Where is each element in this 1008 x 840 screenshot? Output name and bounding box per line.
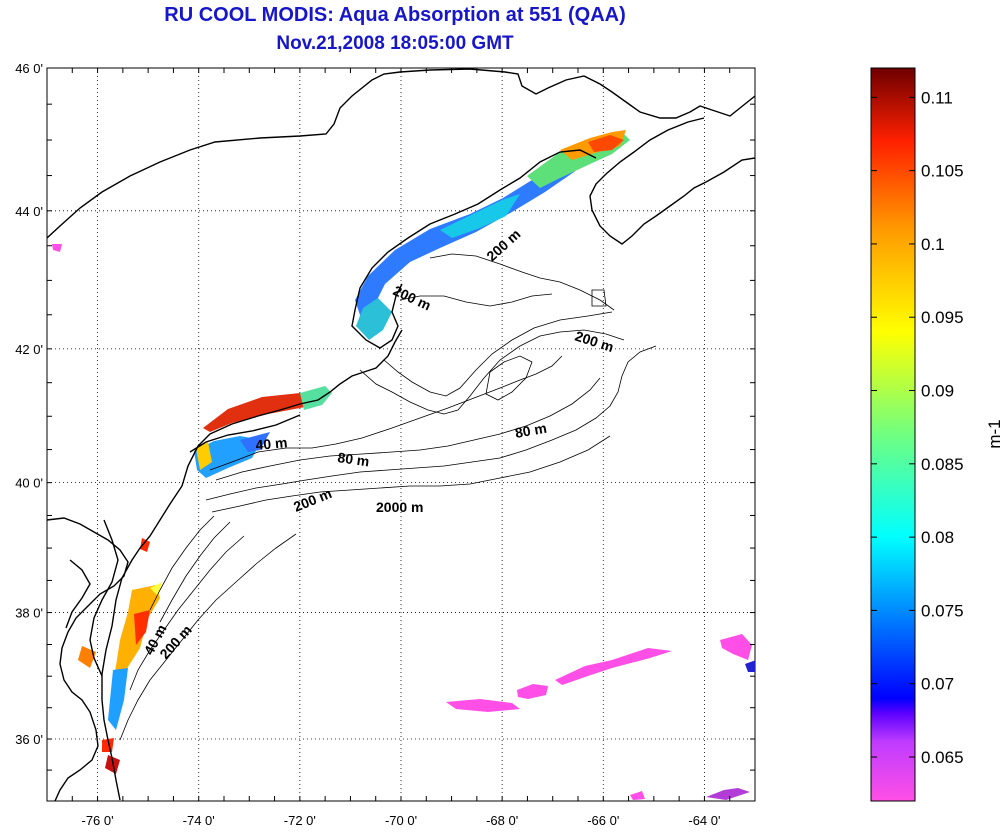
map-title: RU COOL MODIS: Aqua Absorption at 551 (Q… <box>164 4 626 26</box>
lon-tick-label: -74 0' <box>183 813 215 828</box>
colorbar-unit-label: m-1 <box>985 419 1004 448</box>
lon-tick-label: -68 0' <box>486 813 518 828</box>
lon-tick-label: -76 0' <box>82 813 114 828</box>
map-frame <box>46 67 756 802</box>
colorbar-tick-label: 0.08 <box>921 528 954 547</box>
colorbar-tick-label: 0.11 <box>921 88 953 107</box>
absorption-pixels <box>52 130 755 800</box>
lat-tick-label: 36 0' <box>15 732 43 747</box>
bathymetry-contours <box>119 253 657 741</box>
lon-tick-label: -64 0' <box>688 813 720 828</box>
colorbar-tick-label: 0.105 <box>921 162 964 181</box>
lat-tick-label: 44 0' <box>15 204 43 219</box>
contour-label: 2000 m <box>376 499 423 515</box>
colorbar-tick-label: 0.07 <box>921 675 954 694</box>
lat-tick-label: 46 0' <box>15 61 43 76</box>
colorbar-tick-label: 0.085 <box>921 455 964 474</box>
lat-tick-label: 40 0' <box>15 476 43 491</box>
colorbar-ticks: 0.11 0.105 0.1 0.095 0.09 0.085 0.08 0.075 0.07 0… <box>871 88 964 767</box>
colorbar-tick-label: 0.09 <box>921 382 954 401</box>
lat-tick-label: 42 0' <box>15 342 43 357</box>
contour-label: 80 m <box>337 449 371 469</box>
map-axes: -76 0' -74 0' -72 0' -70 0' -68 0' -66 0' -64 … <box>15 61 756 828</box>
lon-tick-label: -70 0' <box>385 813 417 828</box>
colorbar-tick-label: 0.1 <box>921 235 945 254</box>
colorbar-tick-label: 0.065 <box>921 748 964 767</box>
coastline <box>47 68 755 801</box>
lon-tick-label: -66 0' <box>587 813 619 828</box>
colorbar-tick-label: 0.075 <box>921 601 964 620</box>
colorbar-tick-label: 0.095 <box>921 308 964 327</box>
map-subtitle: Nov.21,2008 18:05:00 GMT <box>276 33 514 54</box>
lat-tick-label: 38 0' <box>15 606 43 621</box>
lon-tick-label: -72 0' <box>284 813 316 828</box>
contour-label: 40 m <box>255 434 288 453</box>
colorbar-gradient <box>870 67 916 802</box>
contour-label: 80 m <box>514 420 548 441</box>
